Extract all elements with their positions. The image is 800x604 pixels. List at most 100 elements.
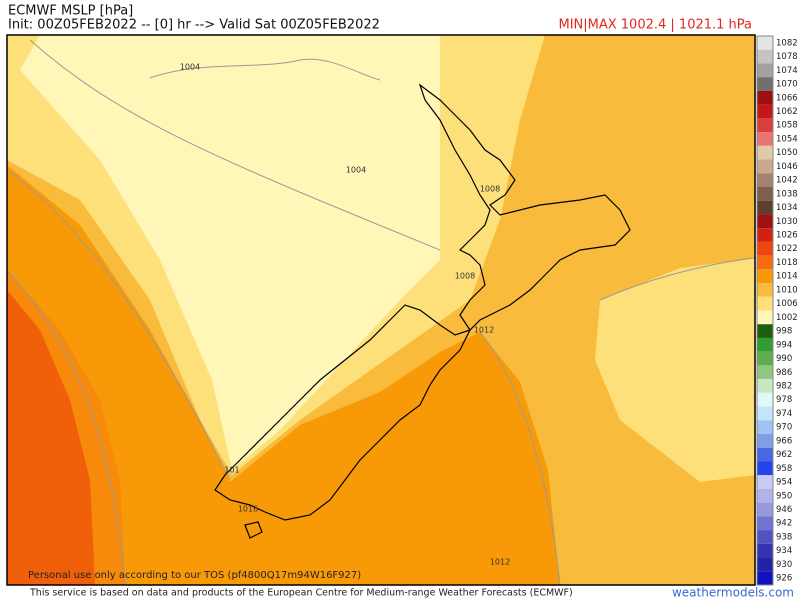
colorbar-label: 1066 — [776, 93, 798, 103]
colorbar-label: 930 — [776, 560, 792, 570]
title: ECMWF MSLP [hPa] — [8, 4, 133, 19]
stewart-island — [244, 521, 263, 539]
colorbar-swatch — [757, 543, 773, 558]
colorbar-label: 998 — [776, 327, 792, 337]
colorbar-swatch — [757, 296, 773, 311]
isobars — [6, 39, 756, 586]
colorbar-label: 1050 — [776, 148, 798, 158]
colorbar-label: 1058 — [776, 121, 798, 131]
isobar — [6, 169, 231, 481]
map — [6, 34, 756, 586]
watermark: Personal use only according to our TOS (… — [28, 570, 361, 581]
colorbar-label: 934 — [776, 546, 792, 556]
colorbar-swatch — [757, 324, 773, 338]
colorbar-label: 978 — [776, 395, 792, 405]
colorbar-swatch — [757, 255, 773, 270]
colorbar-label: 962 — [776, 450, 792, 460]
colorbar-label: 994 — [776, 340, 792, 350]
colorbar-label: 1026 — [776, 231, 798, 241]
south-island — [214, 304, 472, 521]
colorbar-swatch — [757, 63, 773, 78]
colorbar-label: 946 — [776, 505, 792, 515]
colorbar-frame — [756, 35, 774, 586]
coastline — [214, 83, 631, 539]
isobar — [149, 58, 381, 81]
colorbar-label: 938 — [776, 532, 792, 542]
colorbar-swatch — [757, 132, 773, 146]
colorbar-swatch — [757, 488, 773, 503]
colorbar-label: 1034 — [776, 203, 798, 213]
colorbar-label: 926 — [776, 574, 792, 584]
colorbar-label: 1006 — [776, 299, 798, 309]
colorbar-swatch — [757, 214, 773, 229]
colorbar-label: 1010 — [776, 285, 798, 295]
colorbar-label: 1046 — [776, 162, 798, 172]
colorbar-swatch — [757, 118, 773, 133]
colorbar-swatch — [757, 420, 773, 435]
init-line: Init: 00Z05FEB2022 -- [0] hr --> Valid S… — [8, 18, 380, 33]
contour-label: 1016 — [238, 505, 258, 514]
colorbar-swatch — [757, 434, 773, 448]
colorbar-swatch — [757, 283, 773, 297]
colorbar-label: 1054 — [776, 134, 798, 144]
colorbar-label: 1002 — [776, 313, 798, 323]
colorbar-label: 1018 — [776, 258, 798, 268]
colorbar-swatch — [757, 228, 773, 242]
colorbar-label: 982 — [776, 381, 792, 391]
shade — [7, 165, 560, 585]
colorbar-swatch — [757, 351, 773, 366]
colorbar-label: 1074 — [776, 66, 798, 76]
shade — [20, 35, 440, 470]
colorbar-swatch — [757, 337, 773, 352]
colorbar-swatch — [757, 269, 773, 284]
colorbar-label: 1038 — [776, 189, 798, 199]
colorbar-swatch — [757, 379, 773, 393]
colorbar-label: 1030 — [776, 217, 798, 227]
colorbar-swatch — [757, 392, 773, 407]
colorbar-label: 966 — [776, 436, 792, 446]
colorbar-label: 958 — [776, 464, 792, 474]
colorbar-label: 970 — [776, 423, 792, 433]
footer-notice: This service is based on data and produc… — [29, 588, 573, 599]
colorbar-label: 1078 — [776, 52, 798, 62]
colorbar-label: 990 — [776, 354, 792, 364]
colorbar-swatch — [757, 49, 773, 64]
colorbar-swatch — [757, 200, 773, 215]
colorbar-swatch — [757, 310, 773, 325]
colorbar-swatch — [757, 77, 773, 91]
colorbar-label: 942 — [776, 519, 792, 529]
colorbar-swatch — [757, 447, 773, 462]
shade — [7, 290, 95, 585]
minmax: MIN|MAX 1002.4 | 1021.1 hPa — [558, 18, 752, 33]
colorbar-swatch — [757, 241, 773, 256]
site-link[interactable]: weathermodels.com — [672, 586, 794, 600]
colorbar-label: 974 — [776, 409, 792, 419]
colorbar-swatch — [757, 406, 773, 421]
colorbar-swatch — [757, 530, 773, 544]
colorbar-swatch — [757, 475, 773, 489]
north-island — [418, 83, 631, 331]
isobar — [479, 331, 561, 586]
colorbar-label: 1062 — [776, 107, 798, 117]
contour-label: 101 — [224, 466, 239, 475]
colorbar-label: 1014 — [776, 272, 798, 282]
contour-label: 1008 — [480, 185, 500, 194]
colorbar-label: 954 — [776, 478, 792, 488]
colorbar-swatch — [757, 557, 773, 572]
colorbar-swatch — [757, 502, 773, 517]
colorbar-swatch — [757, 571, 773, 585]
colorbar-swatch — [757, 365, 773, 380]
contour-label: 1012 — [490, 558, 510, 567]
colorbar-swatch — [757, 516, 773, 531]
colorbar-label: 986 — [776, 368, 792, 378]
colorbar-swatch — [757, 159, 773, 174]
colorbar-swatch — [757, 173, 773, 187]
colorbar-label: 1070 — [776, 80, 798, 90]
contour-label: 1004 — [180, 63, 200, 72]
colorbar-swatch — [757, 186, 773, 201]
map-frame — [6, 34, 756, 586]
isobar — [599, 257, 756, 301]
isobar — [6, 269, 126, 586]
